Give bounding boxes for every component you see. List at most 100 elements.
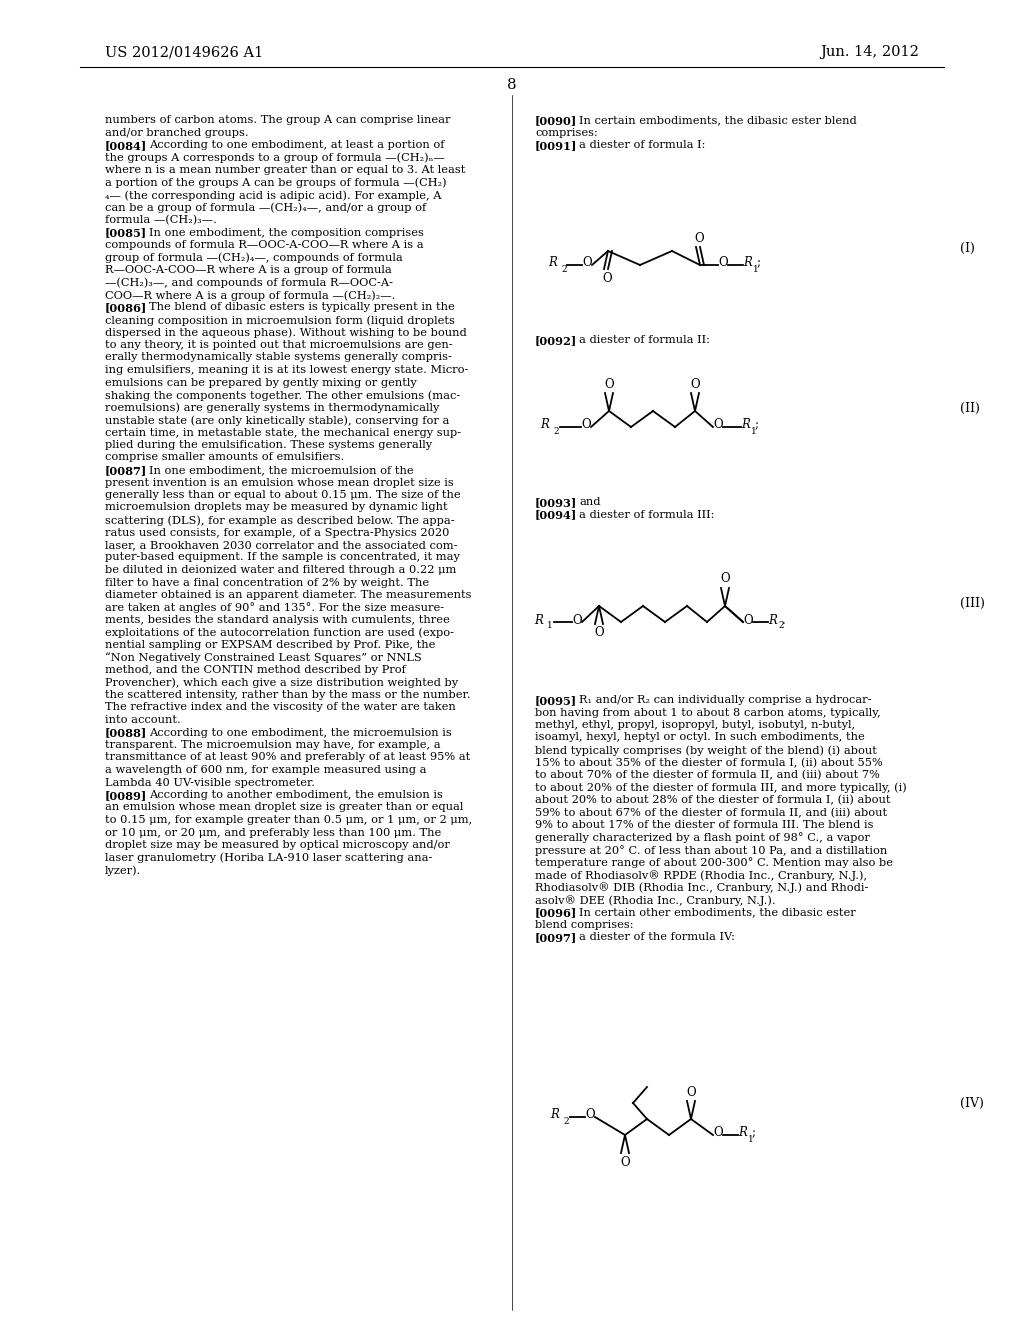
Text: [0093]: [0093] bbox=[535, 498, 578, 508]
Text: 1: 1 bbox=[547, 622, 553, 631]
Text: O: O bbox=[582, 256, 592, 269]
Text: shaking the components together. The other emulsions (mac-: shaking the components together. The oth… bbox=[105, 389, 460, 400]
Text: [0090]: [0090] bbox=[535, 115, 578, 125]
Text: O: O bbox=[713, 418, 723, 432]
Text: to any theory, it is pointed out that microemulsions are gen-: to any theory, it is pointed out that mi… bbox=[105, 341, 453, 350]
Text: O: O bbox=[621, 1155, 630, 1168]
Text: [0089]: [0089] bbox=[105, 789, 147, 801]
Text: In one embodiment, the microemulsion of the: In one embodiment, the microemulsion of … bbox=[150, 465, 414, 475]
Text: O: O bbox=[713, 1126, 723, 1139]
Text: R: R bbox=[535, 614, 543, 627]
Text: a diester of formula II:: a diester of formula II: bbox=[579, 335, 710, 345]
Text: O: O bbox=[594, 627, 604, 639]
Text: the groups A corresponds to a group of formula —(CH₂)ₙ—: the groups A corresponds to a group of f… bbox=[105, 153, 444, 164]
Text: O: O bbox=[572, 614, 582, 627]
Text: (III): (III) bbox=[961, 597, 985, 610]
Text: 1: 1 bbox=[751, 426, 757, 436]
Text: present invention is an emulsion whose mean droplet size is: present invention is an emulsion whose m… bbox=[105, 478, 454, 487]
Text: O: O bbox=[585, 1109, 595, 1122]
Text: temperature range of about 200-300° C. Mention may also be: temperature range of about 200-300° C. M… bbox=[535, 858, 893, 869]
Text: R: R bbox=[743, 256, 752, 269]
Text: O: O bbox=[602, 272, 611, 285]
Text: (II): (II) bbox=[961, 401, 980, 414]
Text: In one embodiment, the composition comprises: In one embodiment, the composition compr… bbox=[150, 227, 424, 238]
Text: about 20% to about 28% of the diester of formula I, (ii) about: about 20% to about 28% of the diester of… bbox=[535, 795, 891, 805]
Text: blend typically comprises (by weight of the blend) (i) about: blend typically comprises (by weight of … bbox=[535, 744, 877, 755]
Text: O: O bbox=[720, 573, 730, 586]
Text: can be a group of formula —(CH₂)₄—, and/or a group of: can be a group of formula —(CH₂)₄—, and/… bbox=[105, 202, 426, 213]
Text: [0092]: [0092] bbox=[535, 335, 578, 346]
Text: emulsions can be prepared by gently mixing or gently: emulsions can be prepared by gently mixi… bbox=[105, 378, 417, 388]
Text: a diester of formula I:: a diester of formula I: bbox=[579, 140, 706, 150]
Text: group of formula —(CH₂)₄—, compounds of formula: group of formula —(CH₂)₄—, compounds of … bbox=[105, 252, 402, 263]
Text: 2: 2 bbox=[561, 264, 566, 273]
Text: R₁ and/or R₂ can individually comprise a hydrocar-: R₁ and/or R₂ can individually comprise a… bbox=[579, 696, 871, 705]
Text: [0086]: [0086] bbox=[105, 302, 147, 314]
Text: ₄— (the corresponding acid is adipic acid). For example, A: ₄— (the corresponding acid is adipic aci… bbox=[105, 190, 441, 201]
Text: formula —(CH₂)₃—.: formula —(CH₂)₃—. bbox=[105, 215, 217, 226]
Text: methyl, ethyl, propyl, isopropyl, butyl, isobutyl, n-butyl,: methyl, ethyl, propyl, isopropyl, butyl,… bbox=[535, 719, 855, 730]
Text: 9% to about 17% of the diester of formula III. The blend is: 9% to about 17% of the diester of formul… bbox=[535, 820, 873, 830]
Text: bon having from about 1 to about 8 carbon atoms, typically,: bon having from about 1 to about 8 carbo… bbox=[535, 708, 881, 718]
Text: where n is a mean number greater than or equal to 3. At least: where n is a mean number greater than or… bbox=[105, 165, 465, 176]
Text: to about 70% of the diester of formula II, and (iii) about 7%: to about 70% of the diester of formula I… bbox=[535, 770, 880, 780]
Text: method, and the CONTIN method described by Prof: method, and the CONTIN method described … bbox=[105, 665, 406, 675]
Text: or 10 μm, or 20 μm, and preferably less than 100 μm. The: or 10 μm, or 20 μm, and preferably less … bbox=[105, 828, 441, 837]
Text: and: and bbox=[579, 498, 600, 507]
Text: to 0.15 μm, for example greater than 0.5 μm, or 1 μm, or 2 μm,: to 0.15 μm, for example greater than 0.5… bbox=[105, 814, 472, 825]
Text: O: O bbox=[581, 418, 591, 432]
Text: O: O bbox=[686, 1085, 696, 1098]
Text: 2: 2 bbox=[778, 622, 783, 631]
Text: ments, besides the standard analysis with cumulents, three: ments, besides the standard analysis wit… bbox=[105, 615, 450, 624]
Text: laser granulometry (Horiba LA-910 laser scattering ana-: laser granulometry (Horiba LA-910 laser … bbox=[105, 853, 432, 863]
Text: [0084]: [0084] bbox=[105, 140, 147, 150]
Text: Provencher), which each give a size distribution weighted by: Provencher), which each give a size dist… bbox=[105, 677, 458, 688]
Text: [0094]: [0094] bbox=[535, 510, 578, 520]
Text: 1: 1 bbox=[748, 1134, 754, 1143]
Text: According to one embodiment, at least a portion of: According to one embodiment, at least a … bbox=[150, 140, 444, 150]
Text: (IV): (IV) bbox=[961, 1097, 984, 1110]
Text: generally characterized by a flash point of 98° C., a vapor: generally characterized by a flash point… bbox=[535, 833, 869, 843]
Text: O: O bbox=[604, 378, 613, 391]
Text: Rhodiasolv® DIB (Rhodia Inc., Cranbury, N.J.) and Rhodi-: Rhodiasolv® DIB (Rhodia Inc., Cranbury, … bbox=[535, 883, 868, 894]
Text: COO—R where A is a group of formula —(CH₂)₂—.: COO—R where A is a group of formula —(CH… bbox=[105, 290, 395, 301]
Text: R: R bbox=[550, 1109, 559, 1122]
Text: ratus used consists, for example, of a Spectra-Physics 2020: ratus used consists, for example, of a S… bbox=[105, 528, 450, 537]
Text: plied during the emulsification. These systems generally: plied during the emulsification. These s… bbox=[105, 440, 432, 450]
Text: O: O bbox=[743, 614, 753, 627]
Text: generally less than or equal to about 0.15 μm. The size of the: generally less than or equal to about 0.… bbox=[105, 490, 461, 500]
Text: R: R bbox=[768, 614, 777, 627]
Text: 2: 2 bbox=[563, 1117, 568, 1126]
Text: into account.: into account. bbox=[105, 715, 181, 725]
Text: 8: 8 bbox=[507, 78, 517, 92]
Text: exploitations of the autocorrelation function are used (expo-: exploitations of the autocorrelation fun… bbox=[105, 627, 454, 638]
Text: microemulsion droplets may be measured by dynamic light: microemulsion droplets may be measured b… bbox=[105, 503, 447, 512]
Text: a wavelength of 600 nm, for example measured using a: a wavelength of 600 nm, for example meas… bbox=[105, 766, 427, 775]
Text: droplet size may be measured by optical microscopy and/or: droplet size may be measured by optical … bbox=[105, 840, 450, 850]
Text: and/or branched groups.: and/or branched groups. bbox=[105, 128, 249, 137]
Text: R: R bbox=[548, 256, 557, 269]
Text: transmittance of at least 90% and preferably of at least 95% at: transmittance of at least 90% and prefer… bbox=[105, 752, 470, 763]
Text: a diester of formula III:: a diester of formula III: bbox=[579, 510, 715, 520]
Text: [0097]: [0097] bbox=[535, 932, 578, 944]
Text: ing emulsifiers, meaning it is at its lowest energy state. Micro-: ing emulsifiers, meaning it is at its lo… bbox=[105, 366, 468, 375]
Text: isoamyl, hexyl, heptyl or octyl. In such embodiments, the: isoamyl, hexyl, heptyl or octyl. In such… bbox=[535, 733, 864, 742]
Text: transparent. The microemulsion may have, for example, a: transparent. The microemulsion may have,… bbox=[105, 741, 440, 750]
Text: O: O bbox=[718, 256, 728, 269]
Text: —(CH₂)₃—, and compounds of formula R—OOC-A-: —(CH₂)₃—, and compounds of formula R—OOC… bbox=[105, 277, 393, 288]
Text: an emulsion whose mean droplet size is greater than or equal: an emulsion whose mean droplet size is g… bbox=[105, 803, 464, 813]
Text: laser, a Brookhaven 2030 correlator and the associated com-: laser, a Brookhaven 2030 correlator and … bbox=[105, 540, 458, 550]
Text: scattering (DLS), for example as described below. The appa-: scattering (DLS), for example as describ… bbox=[105, 515, 455, 525]
Text: The blend of dibasic esters is typically present in the: The blend of dibasic esters is typically… bbox=[150, 302, 455, 313]
Text: [0091]: [0091] bbox=[535, 140, 578, 150]
Text: numbers of carbon atoms. The group A can comprise linear: numbers of carbon atoms. The group A can… bbox=[105, 115, 451, 125]
Text: In certain embodiments, the dibasic ester blend: In certain embodiments, the dibasic este… bbox=[579, 115, 857, 125]
Text: [0085]: [0085] bbox=[105, 227, 147, 239]
Text: [0087]: [0087] bbox=[105, 465, 147, 477]
Text: 1: 1 bbox=[753, 264, 759, 273]
Text: O: O bbox=[690, 378, 699, 391]
Text: the scattered intensity, rather than by the mass or the number.: the scattered intensity, rather than by … bbox=[105, 690, 470, 700]
Text: US 2012/0149626 A1: US 2012/0149626 A1 bbox=[105, 45, 263, 59]
Text: certain time, in metastable state, the mechanical energy sup-: certain time, in metastable state, the m… bbox=[105, 428, 461, 437]
Text: unstable state (are only kinetically stable), conserving for a: unstable state (are only kinetically sta… bbox=[105, 414, 450, 425]
